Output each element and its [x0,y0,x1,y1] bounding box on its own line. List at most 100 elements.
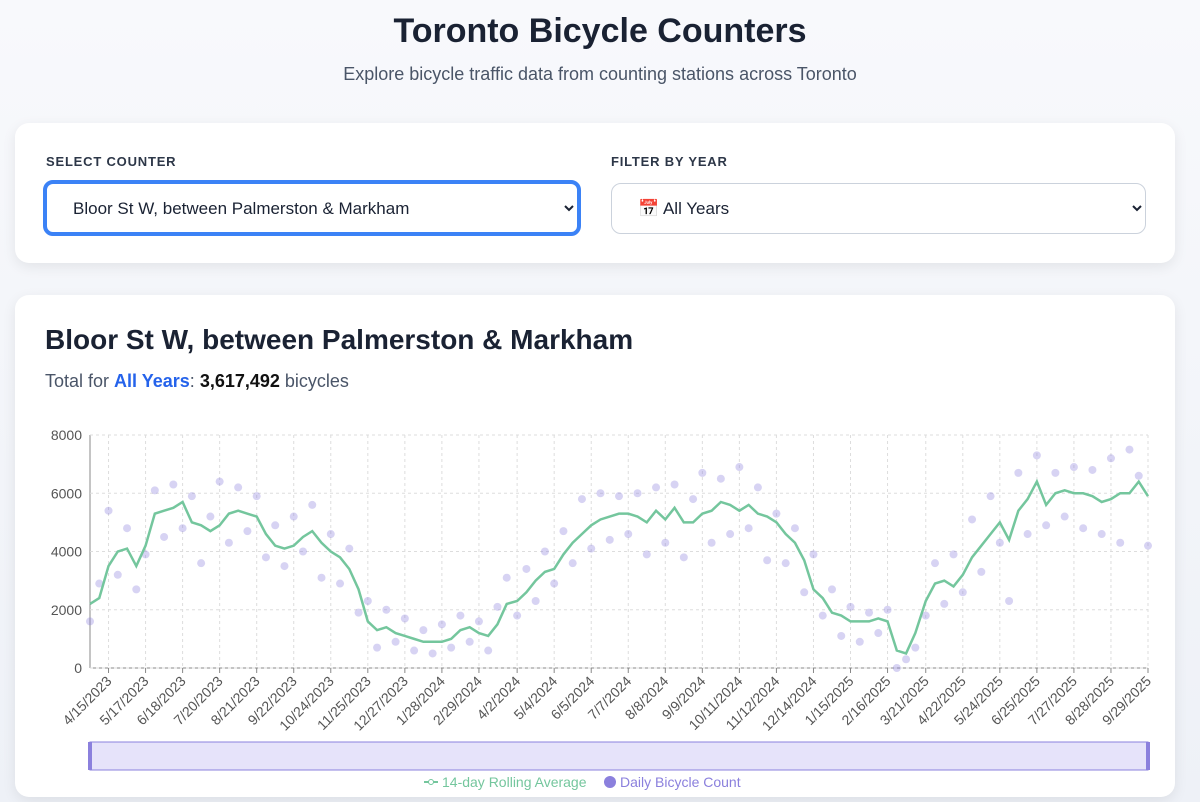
daily-point [234,483,243,492]
daily-point [790,524,799,533]
daily-point [456,611,465,620]
daily-point [178,524,187,533]
daily-point [513,611,522,620]
total-separator: : [189,371,195,391]
daily-point [1060,512,1069,521]
daily-point [531,597,540,606]
daily-point [215,477,224,486]
daily-point [474,617,483,626]
daily-point [382,605,391,614]
daily-point [345,544,354,553]
daily-point [744,524,753,533]
daily-point [642,550,651,559]
daily-point [679,553,688,562]
year-label: FILTER BY YEAR [611,154,728,169]
daily-point [633,489,642,498]
daily-point [1005,597,1014,606]
daily-point [363,597,372,606]
daily-point [1032,451,1041,460]
daily-point [410,646,419,655]
daily-point [400,614,409,623]
daily-point [252,492,261,501]
daily-point [308,500,317,509]
daily-point [326,530,335,539]
daily-point [1116,538,1125,547]
daily-point [280,562,289,571]
daily-point [522,564,531,573]
daily-point [95,579,104,588]
daily-point [931,559,940,568]
slider-handle[interactable] [1146,742,1150,770]
daily-point [958,588,967,597]
daily-point [800,588,809,597]
y-tick-label: 4000 [51,544,82,560]
daily-point [883,605,892,614]
daily-point [113,570,122,579]
daily-point [271,521,280,530]
daily-point [391,637,400,646]
legend-marker [604,776,616,788]
y-tick-label: 0 [74,660,82,676]
daily-point [373,643,382,652]
daily-point [169,480,178,489]
daily-point [809,550,818,559]
daily-point [577,495,586,504]
daily-point [865,608,874,617]
daily-point [968,515,977,524]
daily-point [1051,468,1060,477]
daily-point [596,489,605,498]
rolling-average-line [89,478,1150,655]
daily-point [550,579,559,588]
daily-point [902,655,911,664]
daily-point [753,483,762,492]
daily-point [447,643,456,652]
daily-point [940,599,949,608]
daily-point [587,544,596,553]
daily-point [1069,463,1078,472]
daily-point [419,626,428,635]
daily-point [206,512,215,521]
zoom-slider[interactable] [89,741,1149,771]
total-year[interactable]: All Years [114,371,190,391]
daily-point [707,538,716,547]
daily-point [1106,454,1115,463]
scatter-group [86,445,1152,672]
legend-label: Daily Bicycle Count [620,774,741,790]
daily-point [986,492,995,501]
daily-point [689,495,698,504]
daily-point [837,631,846,640]
daily-point [763,556,772,565]
daily-point [977,567,986,576]
daily-point [772,509,781,518]
daily-point [652,483,661,492]
daily-point [874,629,883,638]
year-select[interactable]: 📅 All Years [611,183,1146,234]
daily-point [354,608,363,617]
daily-point [540,547,549,556]
daily-point [624,530,633,539]
daily-point [615,492,623,501]
counter-label: SELECT COUNTER [46,154,177,169]
counter-select[interactable]: Bloor St W, between Palmerston & Markham [43,180,581,236]
total-count: 3,617,492 [199,371,280,391]
daily-point [949,550,958,559]
daily-point [1134,471,1143,480]
daily-point [1144,541,1152,550]
daily-point [261,553,270,562]
chart-title: Bloor St W, between Palmerston & Markham [45,324,634,355]
daily-point [243,527,252,536]
daily-point [502,573,511,582]
daily-point [698,468,707,477]
daily-point [104,506,113,515]
page-title: Toronto Bicycle Counters [393,12,807,50]
daily-point [1014,468,1023,477]
daily-point [160,532,169,541]
total-suffix: bicycles [284,371,349,391]
daily-point [336,579,345,588]
daily-point [670,480,679,489]
daily-point [493,602,502,611]
legend-marker [428,779,434,785]
daily-point [735,463,744,472]
slider-handle[interactable] [88,742,92,770]
